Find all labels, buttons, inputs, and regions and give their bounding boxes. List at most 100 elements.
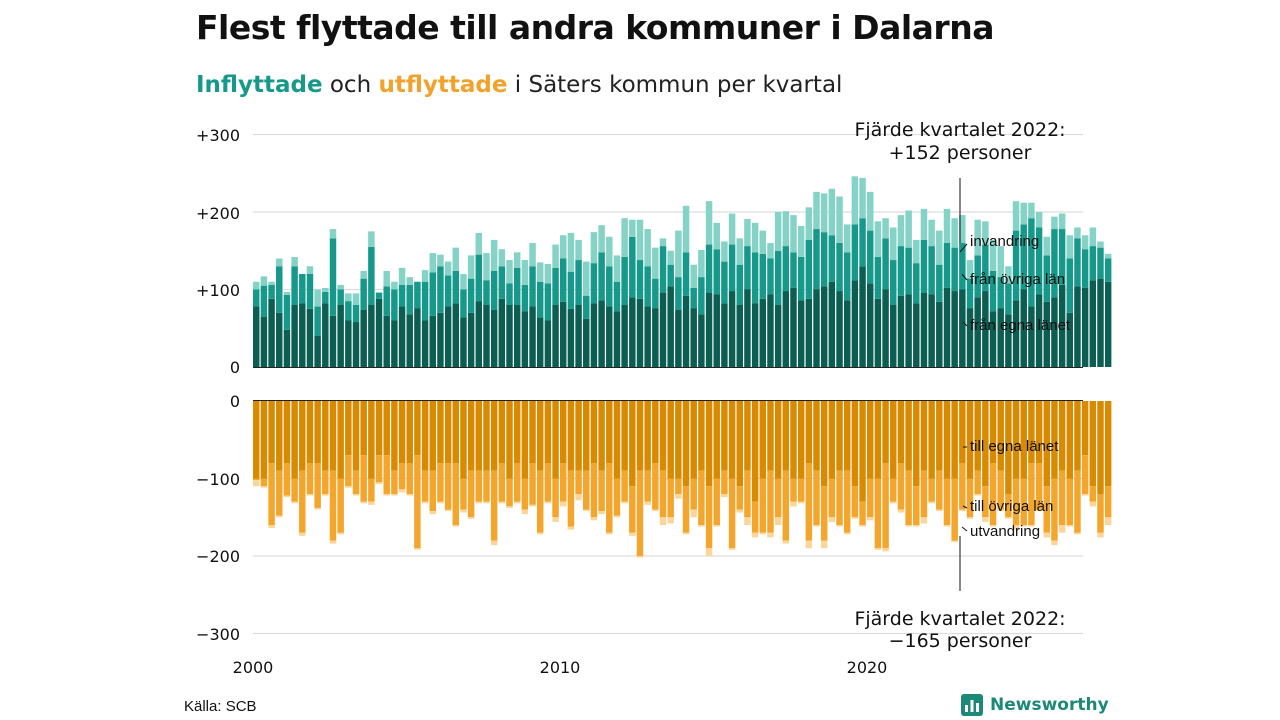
outflow-bar-0-36 xyxy=(529,401,536,463)
outflow-bar-1-55 xyxy=(675,478,682,494)
inflow-bar-2-26 xyxy=(452,247,460,271)
outflow-bar-2-103 xyxy=(1043,532,1050,538)
inflow-bar-1-88 xyxy=(928,246,935,295)
outflow-bar-2-24 xyxy=(437,501,444,504)
inflow-bar-0-71 xyxy=(797,300,805,367)
outflow-bar-1-18 xyxy=(391,470,398,494)
inflow-bar-2-37 xyxy=(536,262,544,282)
outflow-bar-0-14 xyxy=(360,401,367,456)
outflow-bar-0-12 xyxy=(345,401,352,456)
outflow-bar-0-56 xyxy=(682,401,690,487)
outflow-bar-2-60 xyxy=(713,525,720,527)
inflow-bar-2-9 xyxy=(322,287,329,292)
outflow-bar-2-77 xyxy=(843,532,851,535)
inflow-bar-2-34 xyxy=(513,252,521,268)
inflow-bar-1-105 xyxy=(1058,229,1066,285)
inflow-bar-1-72 xyxy=(805,239,813,299)
outflow-bar-1-14 xyxy=(360,455,367,502)
outflow-bar-0-98 xyxy=(1005,401,1012,494)
inflow-bar-2-99 xyxy=(1012,201,1020,231)
inflow-bar-2-89 xyxy=(936,230,943,265)
outflow-bar-2-55 xyxy=(675,494,682,499)
inflow-bar-1-62 xyxy=(728,244,736,292)
inflow-bar-1-9 xyxy=(322,291,329,304)
inflow-bar-2-66 xyxy=(759,230,767,254)
inflow-bar-0-73 xyxy=(813,289,820,367)
outflow-bar-0-60 xyxy=(713,401,720,479)
inflow-bar-2-105 xyxy=(1058,213,1066,230)
inflow-bar-1-29 xyxy=(475,254,483,302)
annotation-top-line2: +152 personer xyxy=(889,142,1032,164)
outflow-bar-2-8 xyxy=(314,507,321,510)
inflow-bar-1-44 xyxy=(590,263,598,304)
outflow-bar-0-15 xyxy=(368,401,375,479)
inflow-bar-1-73 xyxy=(813,229,820,290)
outflow-bar-2-81 xyxy=(874,548,882,550)
outflow-bar-2-42 xyxy=(575,494,582,501)
outflow-bar-1-12 xyxy=(345,455,352,487)
inflow-bar-1-3 xyxy=(276,266,283,313)
inflow-bar-1-61 xyxy=(721,261,728,304)
inflow-bar-2-74 xyxy=(820,193,828,233)
inflow-bar-0-97 xyxy=(997,308,1004,367)
inflow-bar-0-57 xyxy=(690,308,697,367)
outflow-bar-0-45 xyxy=(598,401,605,471)
inflow-bar-1-5 xyxy=(291,266,298,305)
outflow-bar-0-72 xyxy=(805,401,813,463)
outflow-bar-1-35 xyxy=(521,478,529,510)
inflow-bar-1-93 xyxy=(966,278,974,309)
inflow-bar-1-86 xyxy=(913,263,920,304)
inflow-bar-2-93 xyxy=(966,260,974,279)
outflow-bar-2-84 xyxy=(897,509,905,513)
inflow-bar-2-109 xyxy=(1089,227,1097,247)
inflow-bar-2-73 xyxy=(813,191,820,230)
inflow-bar-0-87 xyxy=(920,292,928,367)
outflow-bar-2-85 xyxy=(905,525,912,527)
inflow-bar-0-43 xyxy=(583,318,590,367)
outflow-bar-2-61 xyxy=(721,494,728,498)
inflow-bar-1-11 xyxy=(337,289,344,305)
inflow-bar-0-74 xyxy=(820,286,828,367)
inflow-bar-2-14 xyxy=(360,270,367,279)
outflow-bar-2-82 xyxy=(882,548,889,552)
outflow-bar-2-96 xyxy=(989,525,997,527)
outflow-bar-0-68 xyxy=(774,401,782,479)
outflow-bar-1-31 xyxy=(490,470,498,541)
outflow-bar-2-87 xyxy=(920,517,928,524)
outflow-bar-2-31 xyxy=(490,540,498,546)
outflow-bar-0-43 xyxy=(583,401,590,471)
inflow-bar-2-18 xyxy=(391,281,398,290)
outflow-bar-0-31 xyxy=(490,401,498,471)
outflow-bar-2-25 xyxy=(444,509,452,512)
outflow-bar-2-5 xyxy=(291,501,298,504)
outflow-bar-1-42 xyxy=(575,470,582,494)
outflow-bar-1-38 xyxy=(544,463,552,502)
outflow-bar-1-106 xyxy=(1066,478,1074,525)
inflow-bar-0-33 xyxy=(506,305,513,367)
outflow-bar-2-13 xyxy=(352,494,360,496)
leader-utvandring xyxy=(961,526,968,532)
outflow-bar-1-44 xyxy=(590,463,598,518)
inflow-bar-1-90 xyxy=(943,243,951,288)
outflow-bar-1-100 xyxy=(1020,478,1027,525)
inflow-bar-0-16 xyxy=(375,298,383,367)
outflow-bar-2-38 xyxy=(544,501,552,504)
outflow-bar-1-81 xyxy=(874,478,882,549)
inflow-bar-2-32 xyxy=(498,249,506,267)
outflow-bar-2-23 xyxy=(429,511,436,515)
chart-subtitle: Inflyttade och utflyttade i Säters kommu… xyxy=(196,72,842,98)
outflow-bar-0-97 xyxy=(997,401,1004,471)
inflow-bar-1-66 xyxy=(759,253,767,299)
outflow-bar-2-33 xyxy=(506,506,513,508)
leader-till-ovriga xyxy=(962,505,968,509)
inflow-bar-1-56 xyxy=(682,252,690,296)
inflow-bar-2-68 xyxy=(774,212,782,251)
outflow-bar-1-39 xyxy=(552,478,559,518)
inflow-bar-0-56 xyxy=(682,295,690,367)
outflow-bar-2-67 xyxy=(767,532,774,538)
inflow-bar-1-16 xyxy=(375,292,383,299)
inflow-bar-0-86 xyxy=(913,303,920,367)
outflow-bar-0-18 xyxy=(391,401,398,471)
outflow-bar-0-105 xyxy=(1058,401,1066,471)
inflow-bar-1-77 xyxy=(843,252,851,301)
